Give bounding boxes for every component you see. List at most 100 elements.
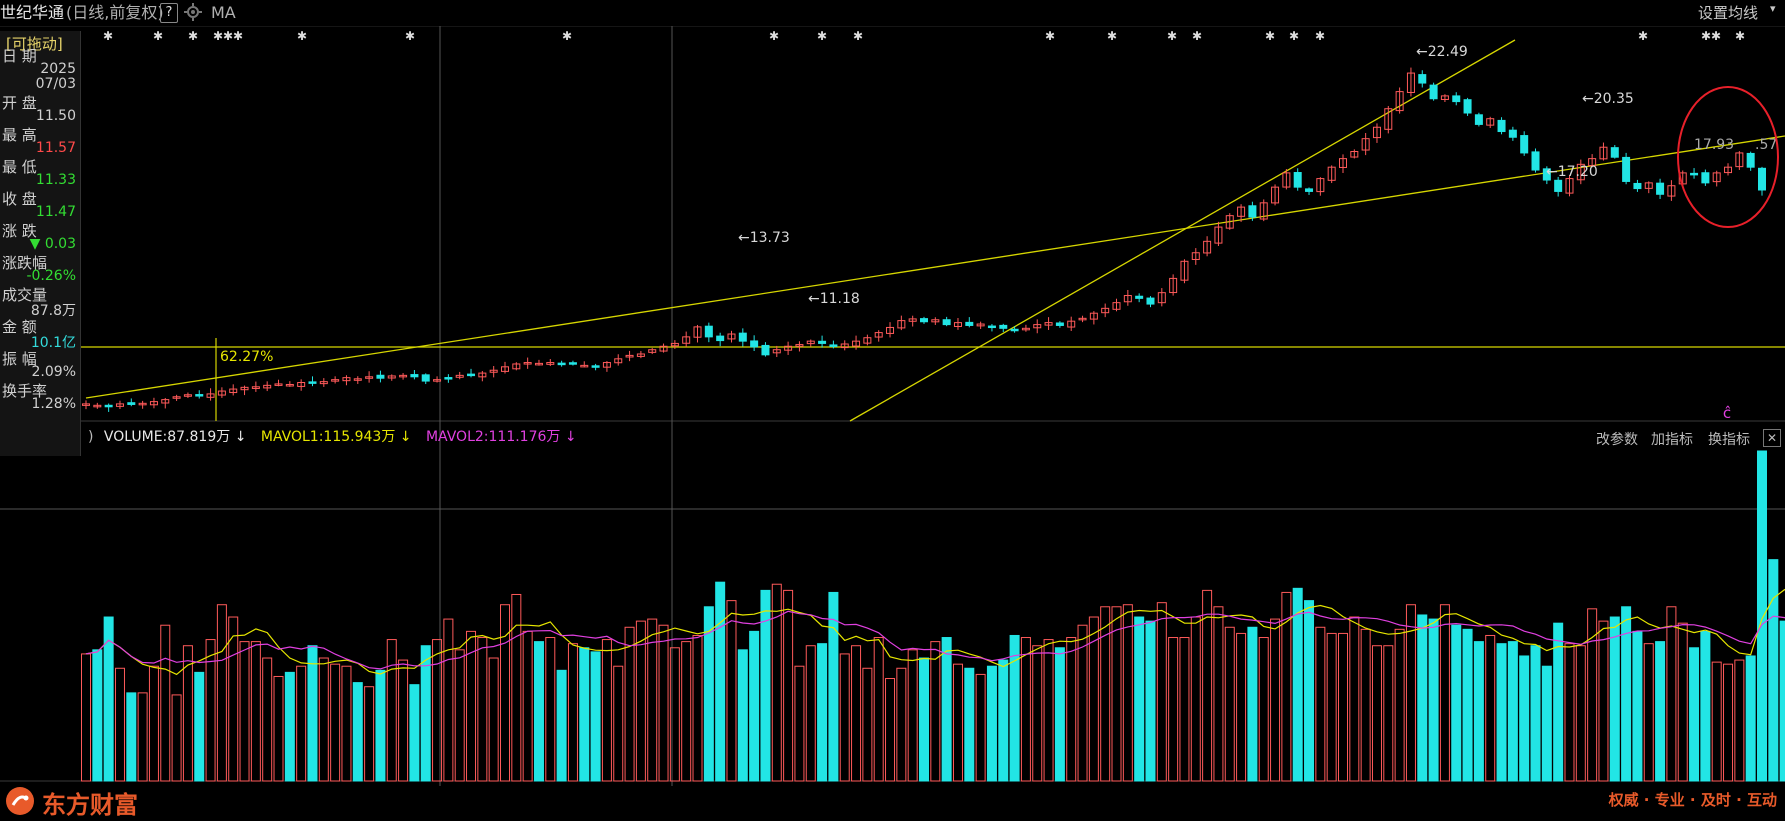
- candle-body: [1633, 182, 1642, 190]
- candle-body: [1044, 322, 1053, 326]
- candle-body: [761, 344, 770, 356]
- candle-body: [444, 377, 453, 380]
- volume-bar: [873, 637, 884, 782]
- event-star-icon: ✱: [223, 29, 233, 43]
- event-star-icon: ✱: [1107, 29, 1117, 43]
- volume-bar: [1779, 620, 1785, 782]
- volume-bar: [567, 643, 578, 782]
- candle-body: [716, 335, 725, 342]
- volume-bar: [1451, 624, 1462, 782]
- candle-body: [240, 386, 249, 391]
- help-button[interactable]: ?: [160, 3, 178, 23]
- candle-body: [1248, 205, 1257, 218]
- period-mode[interactable]: (日线,前复权): [66, 3, 164, 22]
- switch-indicator-button[interactable]: 换指标: [1708, 432, 1750, 448]
- candle-body: [1622, 156, 1631, 182]
- candle-body: [750, 340, 759, 348]
- trend-lines: [85, 39, 1785, 422]
- price-volume-chart[interactable]: ✱ ✱ ✱ ✱ ✱ ✱ ✱ ✱ ✱ ✱ ✱ ✱ ✱ ✱ ✱ ✱ ✱ ✱ ✱ ✱ ✱ ✱ ✱ ←22.49←20.35←17.…: [0, 26, 1785, 786]
- volume-bar: [1496, 643, 1507, 782]
- candle-body: [1123, 295, 1132, 303]
- candle-body: [127, 402, 136, 405]
- volume-bar: [601, 639, 612, 782]
- candle-body: [863, 337, 872, 344]
- candle-body: [1067, 320, 1076, 328]
- event-star-icon: ✱: [1711, 29, 1721, 43]
- volume-bar: [1066, 637, 1077, 782]
- stock-name[interactable]: 世纪华通: [0, 3, 65, 22]
- event-star-icon: ✱: [1315, 29, 1325, 43]
- volume-bar: [647, 618, 658, 782]
- info-value: -0.26%: [26, 268, 76, 284]
- legend-prefix: ): [88, 429, 94, 445]
- candle-body: [149, 401, 158, 406]
- info-value: 2025: [40, 61, 76, 77]
- info-panel[interactable]: [可拖动] 日 期 2025 07/03 开 盘 11.50 最 高 11.57 最 低 11.…: [0, 31, 81, 456]
- volume-bar: [443, 618, 454, 782]
- edit-params-button[interactable]: 改参数: [1596, 432, 1638, 448]
- volume-bar: [1009, 634, 1020, 782]
- candle-body: [1610, 147, 1619, 158]
- volume-bar: [432, 639, 443, 782]
- close-icon[interactable]: ✕: [1763, 429, 1781, 447]
- volume-bar: [1168, 637, 1179, 782]
- info-value: 87.8万: [30, 303, 76, 319]
- candle-body: [1237, 206, 1246, 217]
- candle-body: [976, 323, 985, 327]
- volume-bar: [771, 583, 782, 782]
- volume-bar: [817, 643, 828, 782]
- candle-body: [1157, 292, 1166, 304]
- volume-bar: [1745, 655, 1756, 782]
- add-indicator-button[interactable]: 加指标: [1651, 432, 1693, 448]
- candle-body: [987, 325, 996, 329]
- candle-body: [467, 373, 476, 377]
- candle-body: [874, 332, 883, 338]
- chevron-down-icon[interactable]: ▾: [1770, 2, 1776, 15]
- mavol1-value: MAVOL1:115.943万: [260, 429, 396, 445]
- candle-body: [1372, 126, 1381, 139]
- volume-bar: [1043, 639, 1054, 782]
- volume-bar: [1202, 589, 1213, 782]
- volume-bar: [1270, 618, 1281, 782]
- candle-body: [93, 404, 102, 408]
- info-value: 11.33: [35, 172, 76, 188]
- candle-body: [410, 374, 419, 378]
- volume-bar: [930, 641, 941, 782]
- gear-icon[interactable]: [184, 3, 202, 21]
- event-star-icon: ✱: [1638, 29, 1648, 43]
- volume-bar: [1100, 606, 1111, 782]
- candle-body: [319, 381, 328, 385]
- volume-bar: [1677, 622, 1688, 782]
- candle-body: [1169, 277, 1178, 294]
- candle-body: [1576, 163, 1585, 181]
- draggable-label[interactable]: [可拖动]: [6, 35, 63, 53]
- volume-bar: [126, 692, 137, 782]
- candle-body: [704, 325, 713, 338]
- volume-bar: [137, 692, 148, 782]
- indicator-ma[interactable]: MA: [211, 3, 236, 22]
- volume-bar: [703, 606, 714, 782]
- volume-bar: [828, 591, 839, 782]
- volume-bar: [624, 626, 635, 782]
- candle-body: [1327, 166, 1336, 181]
- candle-body: [1021, 327, 1030, 331]
- volume-bar: [1655, 641, 1666, 782]
- candle-body: [534, 362, 543, 366]
- candle-body: [1599, 146, 1608, 160]
- volume-bar: [726, 600, 737, 782]
- volume-bar: [262, 657, 273, 782]
- mavol1-line: [85, 588, 1785, 676]
- volume-bar: [1190, 616, 1201, 782]
- candle-body: [1667, 185, 1676, 197]
- info-label: 涨 跌: [2, 222, 37, 240]
- volume-bar: [794, 665, 805, 782]
- candle-body: [82, 403, 90, 406]
- info-label: 涨跌幅: [2, 254, 48, 272]
- candle-body: [806, 340, 815, 345]
- ma-settings-button[interactable]: 设置均线: [1698, 4, 1759, 22]
- candle-body: [931, 319, 940, 323]
- brand-slogan: 权威 · 专业 · 及时 · 互动: [1608, 791, 1777, 809]
- event-star-icon: ✱: [562, 29, 572, 43]
- event-star-icon: ✱: [1701, 29, 1711, 43]
- volume-bar: [658, 624, 669, 782]
